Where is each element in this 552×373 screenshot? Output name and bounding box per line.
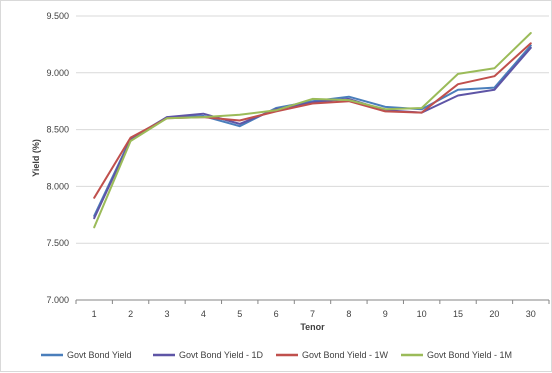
legend-label: Govt Bond Yield <box>67 350 132 360</box>
x-tick-label: 8 <box>346 309 351 319</box>
series-line-2 <box>93 46 532 220</box>
x-tick-label: 1 <box>92 309 97 319</box>
y-tick-label: 8.500 <box>46 125 69 135</box>
x-tick-label: 10 <box>417 309 427 319</box>
y-tick-label: 9.500 <box>46 11 69 21</box>
y-tick-label: 7.000 <box>46 295 69 305</box>
x-tick-label: 3 <box>164 309 169 319</box>
series-lines <box>93 32 532 229</box>
y-tick-label: 9.000 <box>46 68 69 78</box>
x-tick-label: 15 <box>453 309 463 319</box>
y-axis-title: Yield (%) <box>31 139 41 177</box>
legend-label: Govt Bond Yield - 1D <box>179 350 264 360</box>
x-tick-label: 4 <box>201 309 206 319</box>
y-tick-labels: 7.000 7.500 8.000 8.500 9.000 9.500 <box>46 11 69 305</box>
series-line-1 <box>93 44 532 217</box>
x-tick-label: 5 <box>237 309 242 319</box>
x-tick-label: 30 <box>526 309 536 319</box>
legend-label: Govt Bond Yield - 1M <box>427 350 512 360</box>
y-tick-label: 8.000 <box>46 181 69 191</box>
x-tick-label: 20 <box>489 309 499 319</box>
gridlines <box>76 15 549 301</box>
x-tick-label: 9 <box>383 309 388 319</box>
x-tick-labels: 1 2 3 4 5 6 7 8 9 10 15 20 30 <box>75 300 550 319</box>
x-tick-label: 2 <box>128 309 133 319</box>
legend: Govt Bond Yield Govt Bond Yield - 1D Govt … <box>41 350 512 360</box>
y-tick-label: 7.500 <box>46 238 69 248</box>
x-tick-label: 6 <box>274 309 279 319</box>
series-line-4 <box>93 32 532 229</box>
x-tick-label: 7 <box>310 309 315 319</box>
legend-label: Govt Bond Yield - 1W <box>302 350 389 360</box>
x-axis-title: Tenor <box>300 322 325 332</box>
